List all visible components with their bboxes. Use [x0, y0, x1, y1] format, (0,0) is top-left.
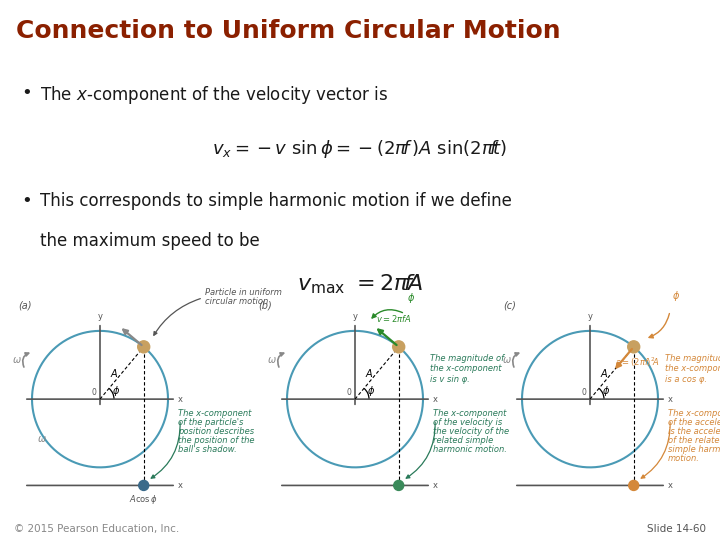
Text: $A$: $A$	[366, 367, 374, 379]
Text: $\phi$: $\phi$	[367, 384, 375, 399]
Circle shape	[138, 341, 150, 353]
Text: the maximum speed to be: the maximum speed to be	[40, 232, 259, 250]
Text: x: x	[668, 395, 673, 403]
Text: (a): (a)	[18, 301, 32, 311]
Text: x: x	[668, 481, 673, 490]
Text: The x-component: The x-component	[433, 409, 506, 418]
Text: $a=(2\pi f)^2\!A$: $a=(2\pi f)^2\!A$	[615, 356, 660, 369]
Text: $\omega$: $\omega$	[502, 355, 512, 365]
Text: (b): (b)	[258, 301, 271, 311]
Text: $A$: $A$	[600, 367, 609, 379]
Text: $\phi$: $\phi$	[407, 291, 415, 305]
Text: © 2015 Pearson Education, Inc.: © 2015 Pearson Education, Inc.	[14, 523, 180, 534]
Circle shape	[139, 481, 149, 490]
Text: This corresponds to simple harmonic motion if we define: This corresponds to simple harmonic moti…	[40, 192, 511, 210]
Text: x: x	[433, 481, 438, 490]
Circle shape	[394, 481, 404, 490]
FancyArrowPatch shape	[278, 353, 284, 367]
Text: $\omega$: $\omega$	[267, 355, 277, 365]
Text: 0: 0	[581, 388, 586, 397]
Text: the position of the: the position of the	[178, 436, 254, 446]
Text: 0: 0	[91, 388, 96, 397]
Text: 0: 0	[346, 388, 351, 397]
Text: •: •	[22, 84, 32, 102]
Text: of the acceleration: of the acceleration	[668, 418, 720, 427]
Text: ball's shadow.: ball's shadow.	[178, 446, 237, 454]
Circle shape	[628, 341, 639, 353]
Text: y: y	[97, 312, 102, 321]
Text: The x-component: The x-component	[178, 409, 251, 418]
Text: $\omega$: $\omega$	[37, 434, 47, 444]
Text: simple harmonic: simple harmonic	[668, 446, 720, 454]
Text: The $x$-component of the velocity vector is: The $x$-component of the velocity vector…	[40, 84, 387, 106]
Text: $\phi$: $\phi$	[602, 384, 611, 399]
Text: harmonic motion.: harmonic motion.	[433, 446, 507, 454]
FancyArrowPatch shape	[513, 353, 518, 367]
Text: of the particle's: of the particle's	[178, 418, 243, 427]
FancyArrowPatch shape	[23, 353, 29, 367]
Text: Particle in uniform: Particle in uniform	[205, 288, 282, 296]
Text: The magnitude of
the x-component
is a cos φ.: The magnitude of the x-component is a co…	[665, 354, 720, 384]
Text: the velocity of the: the velocity of the	[433, 427, 509, 436]
Text: is the acceleration: is the acceleration	[668, 427, 720, 436]
Text: y: y	[353, 312, 358, 321]
Text: circular motion: circular motion	[205, 297, 269, 306]
Circle shape	[392, 341, 405, 353]
Text: x: x	[178, 481, 183, 490]
Text: of the velocity is: of the velocity is	[433, 418, 503, 427]
Text: of the related: of the related	[668, 436, 720, 446]
Text: $\omega$: $\omega$	[12, 355, 22, 365]
Text: •: •	[22, 192, 32, 210]
Text: $\phi$: $\phi$	[672, 289, 680, 303]
Text: $A$: $A$	[110, 367, 119, 379]
Text: y: y	[588, 312, 593, 321]
Text: The magnitude of
the x-component
is v sin φ.: The magnitude of the x-component is v si…	[430, 354, 504, 384]
Text: $v_x = -v\ \sin\phi= -(2\pi\!f\,)A\ \sin(2\pi\!f\!t)$: $v_x = -v\ \sin\phi= -(2\pi\!f\,)A\ \sin…	[212, 138, 508, 160]
Circle shape	[629, 481, 639, 490]
Text: $v_{\mathrm{max}}\ = 2\pi\!f\!A$: $v_{\mathrm{max}}\ = 2\pi\!f\!A$	[297, 273, 423, 296]
Text: motion.: motion.	[668, 454, 700, 463]
Text: related simple: related simple	[433, 436, 493, 446]
Text: $v = 2\pi fA$: $v = 2\pi fA$	[376, 313, 412, 324]
Text: Slide 14-60: Slide 14-60	[647, 523, 706, 534]
Text: x: x	[433, 395, 438, 403]
Text: $A\cos\phi$: $A\cos\phi$	[130, 494, 158, 507]
Text: x: x	[178, 395, 183, 403]
Text: The x-component: The x-component	[668, 409, 720, 418]
Text: $\phi$: $\phi$	[112, 384, 120, 399]
Text: Connection to Uniform Circular Motion: Connection to Uniform Circular Motion	[16, 19, 560, 43]
Text: (c): (c)	[503, 301, 516, 311]
Text: position describes: position describes	[178, 427, 254, 436]
